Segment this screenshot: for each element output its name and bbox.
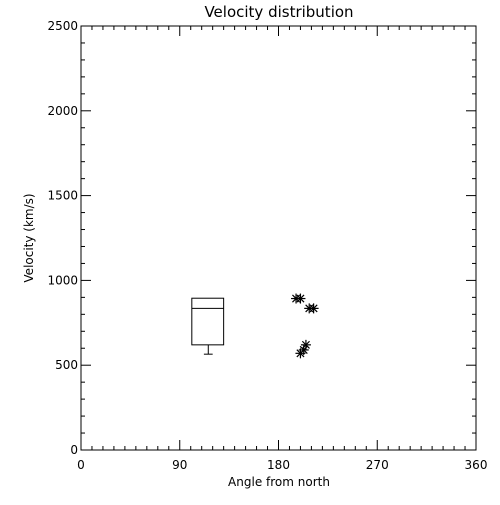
data-point	[308, 303, 319, 314]
y-axis-label: Velocity (km/s)	[22, 193, 36, 282]
y-tick-label: 1000	[47, 273, 78, 287]
y-tick-label: 0	[70, 443, 78, 457]
data-point	[295, 348, 306, 359]
x-axis-ticks	[80, 26, 477, 450]
y-tick-label: 500	[55, 358, 78, 372]
x-axis-label: Angle from north	[228, 475, 330, 489]
x-tick-label: 360	[465, 458, 488, 472]
y-tick-label: 2000	[47, 104, 78, 118]
y-axis-ticks	[81, 25, 476, 451]
scatter-points	[291, 293, 319, 359]
plot-frame	[80, 25, 477, 451]
x-tick-label: 90	[172, 458, 187, 472]
x-axis-tick-labels: 0 90 180 270 360	[77, 458, 487, 472]
chart-title: Velocity distribution	[204, 3, 353, 21]
y-tick-label: 1500	[47, 189, 78, 203]
asterisk-stroke	[296, 349, 305, 358]
box-plot	[191, 297, 225, 355]
asterisk-stroke	[309, 304, 318, 313]
x-tick-label: 0	[77, 458, 85, 472]
data-point	[295, 293, 306, 304]
x-tick-label: 270	[366, 458, 389, 472]
box-rect	[191, 297, 225, 346]
x-tick-label: 180	[267, 458, 290, 472]
y-axis-tick-labels: 0 500 1000 1500 2000 2500	[47, 19, 78, 457]
asterisk-stroke	[296, 294, 305, 303]
y-tick-label: 2500	[47, 19, 78, 33]
